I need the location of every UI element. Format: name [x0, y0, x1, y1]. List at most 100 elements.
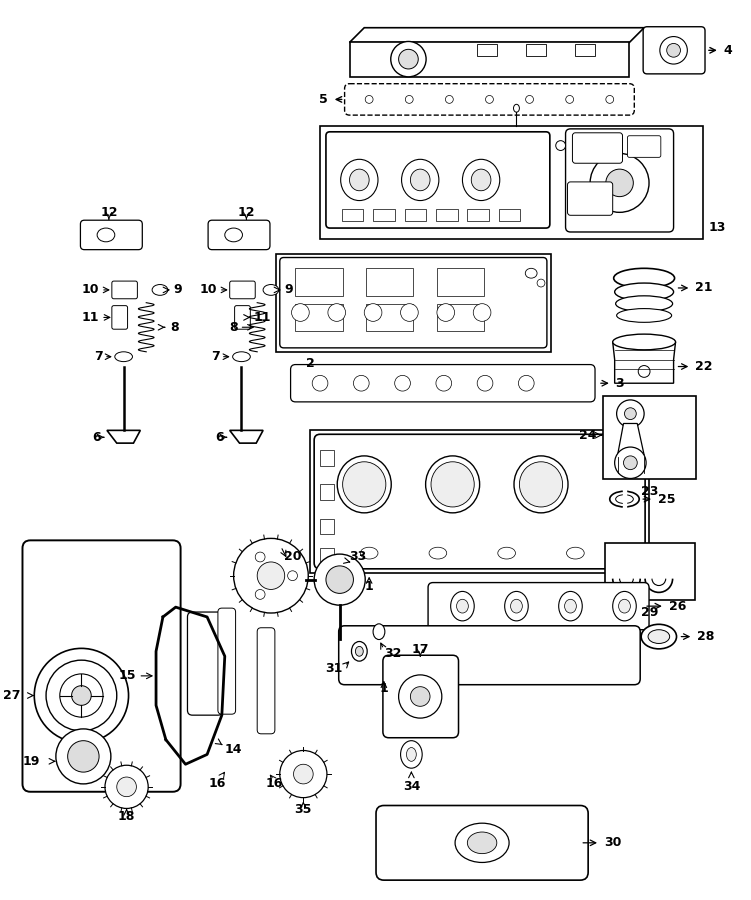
- Circle shape: [280, 751, 327, 797]
- Polygon shape: [349, 28, 644, 42]
- Bar: [320, 126, 703, 238]
- Ellipse shape: [566, 547, 584, 559]
- Circle shape: [68, 741, 99, 772]
- Ellipse shape: [349, 169, 369, 191]
- Bar: [320, 548, 333, 564]
- Text: 9: 9: [285, 284, 294, 296]
- Ellipse shape: [436, 375, 451, 392]
- Circle shape: [437, 303, 454, 321]
- Ellipse shape: [486, 95, 493, 104]
- Polygon shape: [349, 42, 629, 76]
- Ellipse shape: [233, 352, 250, 362]
- Circle shape: [255, 590, 265, 599]
- Polygon shape: [230, 430, 263, 443]
- Bar: [575, 44, 595, 56]
- Text: 11: 11: [82, 310, 99, 324]
- Text: 10: 10: [82, 284, 99, 296]
- Bar: [366, 303, 413, 331]
- Bar: [499, 210, 520, 221]
- Circle shape: [294, 764, 313, 784]
- Text: 25: 25: [658, 492, 675, 506]
- Text: 15: 15: [119, 670, 137, 682]
- Text: 16: 16: [265, 778, 282, 790]
- Polygon shape: [617, 424, 644, 454]
- Ellipse shape: [445, 95, 454, 104]
- Ellipse shape: [400, 741, 422, 769]
- FancyBboxPatch shape: [234, 306, 250, 329]
- Circle shape: [364, 303, 382, 321]
- Text: 35: 35: [294, 803, 312, 816]
- Ellipse shape: [152, 284, 167, 295]
- Ellipse shape: [526, 95, 533, 104]
- Bar: [320, 518, 333, 535]
- Ellipse shape: [613, 591, 636, 621]
- Text: 29: 29: [641, 606, 659, 618]
- Ellipse shape: [566, 95, 574, 104]
- Ellipse shape: [520, 462, 562, 507]
- Ellipse shape: [406, 748, 416, 761]
- Bar: [605, 544, 695, 600]
- Circle shape: [288, 571, 297, 580]
- Circle shape: [617, 400, 644, 428]
- Circle shape: [255, 552, 265, 562]
- Ellipse shape: [610, 491, 639, 507]
- Circle shape: [257, 562, 285, 590]
- Ellipse shape: [431, 462, 474, 507]
- Ellipse shape: [360, 547, 378, 559]
- Text: 30: 30: [604, 836, 621, 850]
- Text: 27: 27: [3, 689, 20, 702]
- FancyBboxPatch shape: [376, 806, 588, 880]
- Ellipse shape: [351, 642, 367, 662]
- Bar: [436, 210, 457, 221]
- Text: 1: 1: [379, 682, 388, 695]
- Ellipse shape: [455, 824, 509, 862]
- FancyBboxPatch shape: [291, 364, 595, 402]
- Text: 14: 14: [225, 743, 243, 756]
- Text: 11: 11: [253, 310, 271, 324]
- Text: 19: 19: [23, 755, 40, 768]
- Polygon shape: [623, 490, 626, 508]
- Ellipse shape: [426, 456, 480, 513]
- Bar: [437, 268, 484, 296]
- Circle shape: [473, 303, 491, 321]
- Ellipse shape: [406, 95, 413, 104]
- Circle shape: [399, 675, 442, 718]
- Ellipse shape: [355, 646, 363, 656]
- Text: 32: 32: [384, 647, 401, 660]
- Ellipse shape: [477, 375, 493, 392]
- Text: 5: 5: [319, 93, 328, 106]
- Ellipse shape: [467, 832, 497, 853]
- FancyBboxPatch shape: [112, 281, 137, 299]
- Text: 21: 21: [695, 282, 713, 294]
- Ellipse shape: [619, 599, 630, 613]
- Text: 6: 6: [216, 431, 224, 444]
- Bar: [320, 484, 333, 500]
- Ellipse shape: [402, 159, 439, 201]
- Text: 20: 20: [284, 550, 301, 562]
- FancyBboxPatch shape: [345, 84, 635, 115]
- Ellipse shape: [97, 228, 115, 242]
- Circle shape: [328, 303, 345, 321]
- FancyBboxPatch shape: [572, 133, 623, 163]
- Ellipse shape: [616, 296, 673, 311]
- Circle shape: [399, 50, 418, 69]
- Ellipse shape: [115, 352, 132, 362]
- Ellipse shape: [641, 625, 677, 649]
- Ellipse shape: [518, 375, 534, 392]
- Bar: [366, 268, 413, 296]
- FancyBboxPatch shape: [566, 129, 674, 232]
- Text: 17: 17: [412, 643, 429, 656]
- Ellipse shape: [613, 334, 676, 350]
- FancyBboxPatch shape: [643, 27, 705, 74]
- Circle shape: [71, 686, 91, 706]
- Circle shape: [590, 153, 649, 212]
- Text: 7: 7: [211, 350, 220, 364]
- Text: 24: 24: [580, 428, 597, 442]
- Ellipse shape: [623, 544, 632, 554]
- Text: 9: 9: [173, 284, 182, 296]
- Circle shape: [105, 765, 148, 808]
- Circle shape: [391, 41, 426, 76]
- FancyBboxPatch shape: [383, 655, 459, 738]
- Circle shape: [326, 566, 354, 593]
- Bar: [295, 303, 342, 331]
